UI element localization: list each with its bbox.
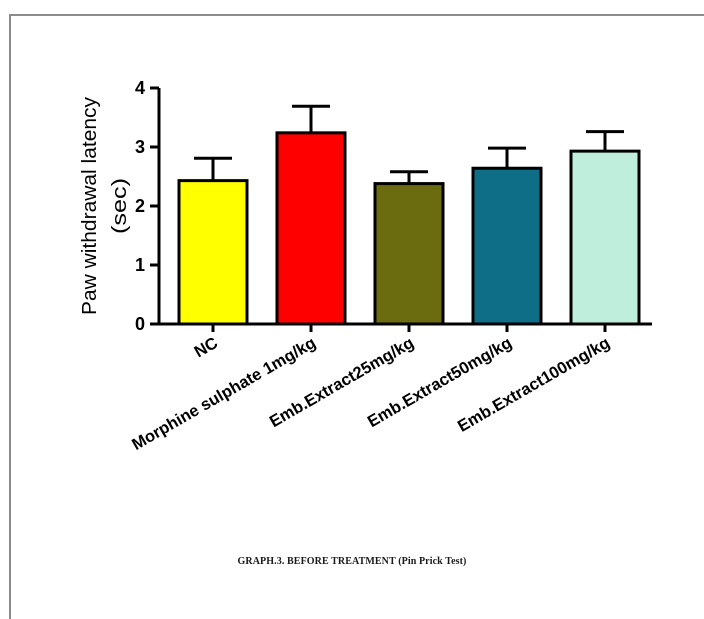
- figure-caption: GRAPH.3. BEFORE TREATMENT (Pin Prick Tes…: [237, 556, 467, 567]
- y-axis-label-line: Paw withdrawal latency: [79, 97, 101, 315]
- figure-frame: [9, 14, 704, 619]
- bar: [569, 149, 641, 326]
- bar: [373, 182, 445, 326]
- bar: [275, 131, 347, 326]
- bar: [471, 166, 543, 326]
- bars: [177, 104, 641, 326]
- y-tick-label: 2: [135, 196, 145, 216]
- y-axis-label-line: (sec): [109, 178, 131, 234]
- y-axis-label: Paw withdrawal latency (sec): [79, 97, 131, 315]
- y-tick-label: 0: [135, 314, 145, 334]
- y-tick-label: 3: [135, 137, 145, 157]
- y-tick-label: 1: [135, 255, 145, 275]
- x-tick-label: Morphine sulphate 1mg/kg: [129, 334, 319, 454]
- x-tick-label: NC: [191, 334, 221, 362]
- y-axis: 0 1 2 3 4: [135, 78, 161, 334]
- bar: [177, 179, 249, 326]
- y-tick-label: 4: [135, 78, 145, 98]
